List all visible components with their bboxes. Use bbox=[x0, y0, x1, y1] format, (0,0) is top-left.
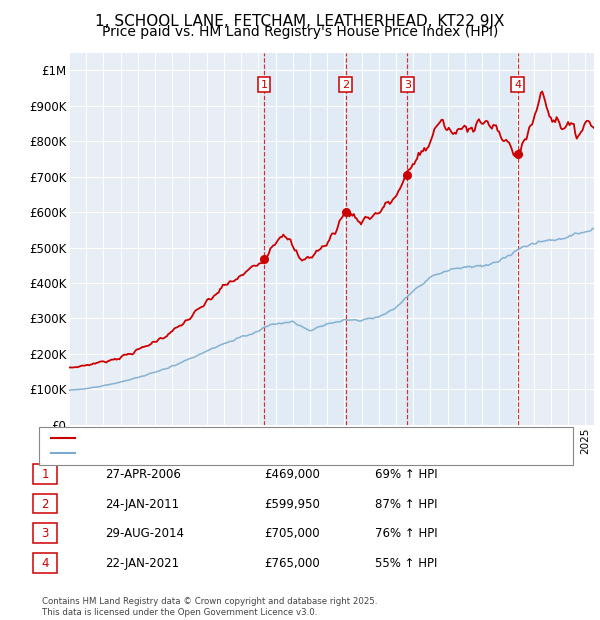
Text: 3: 3 bbox=[41, 528, 49, 540]
Text: 87% ↑ HPI: 87% ↑ HPI bbox=[375, 498, 437, 510]
Text: 4: 4 bbox=[514, 79, 521, 89]
Text: 1: 1 bbox=[41, 468, 49, 481]
Text: £599,950: £599,950 bbox=[264, 498, 320, 510]
Text: 4: 4 bbox=[41, 557, 49, 570]
Text: Price paid vs. HM Land Registry's House Price Index (HPI): Price paid vs. HM Land Registry's House … bbox=[102, 25, 498, 40]
Text: 3: 3 bbox=[404, 79, 411, 89]
Bar bbox=[264, 53, 518, 425]
Text: 2: 2 bbox=[41, 498, 49, 510]
Text: 76% ↑ HPI: 76% ↑ HPI bbox=[375, 528, 437, 540]
Text: 1: 1 bbox=[260, 79, 268, 89]
Text: 1, SCHOOL LANE, FETCHAM, LEATHERHEAD, KT22 9JX: 1, SCHOOL LANE, FETCHAM, LEATHERHEAD, KT… bbox=[95, 14, 505, 29]
Text: 29-AUG-2014: 29-AUG-2014 bbox=[105, 528, 184, 540]
Text: Contains HM Land Registry data © Crown copyright and database right 2025.
This d: Contains HM Land Registry data © Crown c… bbox=[42, 598, 377, 617]
Text: 55% ↑ HPI: 55% ↑ HPI bbox=[375, 557, 437, 570]
Text: 1, SCHOOL LANE, FETCHAM, LEATHERHEAD, KT22 9JX (semi-detached house): 1, SCHOOL LANE, FETCHAM, LEATHERHEAD, KT… bbox=[79, 433, 457, 443]
Text: 27-APR-2006: 27-APR-2006 bbox=[105, 468, 181, 481]
Text: 24-JAN-2011: 24-JAN-2011 bbox=[105, 498, 179, 510]
Text: 2: 2 bbox=[342, 79, 349, 89]
Text: HPI: Average price, semi-detached house, Mole Valley: HPI: Average price, semi-detached house,… bbox=[79, 448, 343, 458]
Text: £765,000: £765,000 bbox=[264, 557, 320, 570]
Text: 69% ↑ HPI: 69% ↑ HPI bbox=[375, 468, 437, 481]
Text: £469,000: £469,000 bbox=[264, 468, 320, 481]
Text: £705,000: £705,000 bbox=[264, 528, 320, 540]
Text: 22-JAN-2021: 22-JAN-2021 bbox=[105, 557, 179, 570]
